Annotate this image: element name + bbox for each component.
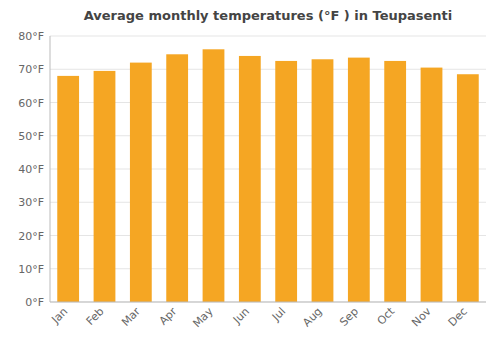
grid [50, 36, 486, 302]
x-tick-label: May [190, 305, 216, 331]
x-tick-label: Sep [337, 305, 361, 329]
x-axis-line [50, 302, 486, 303]
bar [203, 49, 225, 302]
bar [275, 61, 297, 302]
y-tick-label: 10°F [18, 263, 44, 276]
bar [457, 74, 479, 302]
x-tick-label: Aug [300, 305, 324, 329]
x-tick-label: Apr [157, 305, 180, 328]
bar [166, 54, 188, 302]
y-tick-label: 50°F [18, 130, 44, 143]
y-tick-label: 60°F [18, 97, 44, 110]
bars [57, 49, 478, 302]
x-tick-label: Oct [375, 304, 398, 327]
bar [421, 68, 443, 302]
y-tick-label: 80°F [18, 30, 44, 43]
chart: Average monthly temperatures (°F ) in Te… [0, 0, 500, 350]
bar [384, 61, 406, 302]
bar [57, 76, 79, 302]
bar [130, 63, 152, 302]
bar [239, 56, 261, 302]
y-tick-label: 20°F [18, 230, 44, 243]
bar [94, 71, 116, 302]
bar [348, 58, 370, 302]
y-tick-label: 0°F [25, 296, 44, 309]
x-tick-label: Nov [409, 305, 434, 330]
x-tick-label: Jul [269, 305, 288, 324]
y-axis-line [50, 36, 51, 302]
y-tick-label: 70°F [18, 63, 44, 76]
x-tick-label: Jan [48, 305, 70, 327]
x-tick-label: Feb [84, 305, 107, 328]
x-tick-label: Dec [446, 305, 470, 329]
bar [312, 59, 334, 302]
y-tick-label: 30°F [18, 196, 44, 209]
grid-line [50, 302, 486, 303]
grid-line [50, 36, 486, 37]
x-tick-label: Mar [119, 305, 143, 329]
title: Average monthly temperatures (°F ) in Te… [84, 8, 453, 23]
y-tick-label: 40°F [18, 163, 44, 176]
chart-container: Average monthly temperatures (°F ) in Te… [0, 0, 500, 350]
x-tick-label: Jun [230, 305, 252, 327]
